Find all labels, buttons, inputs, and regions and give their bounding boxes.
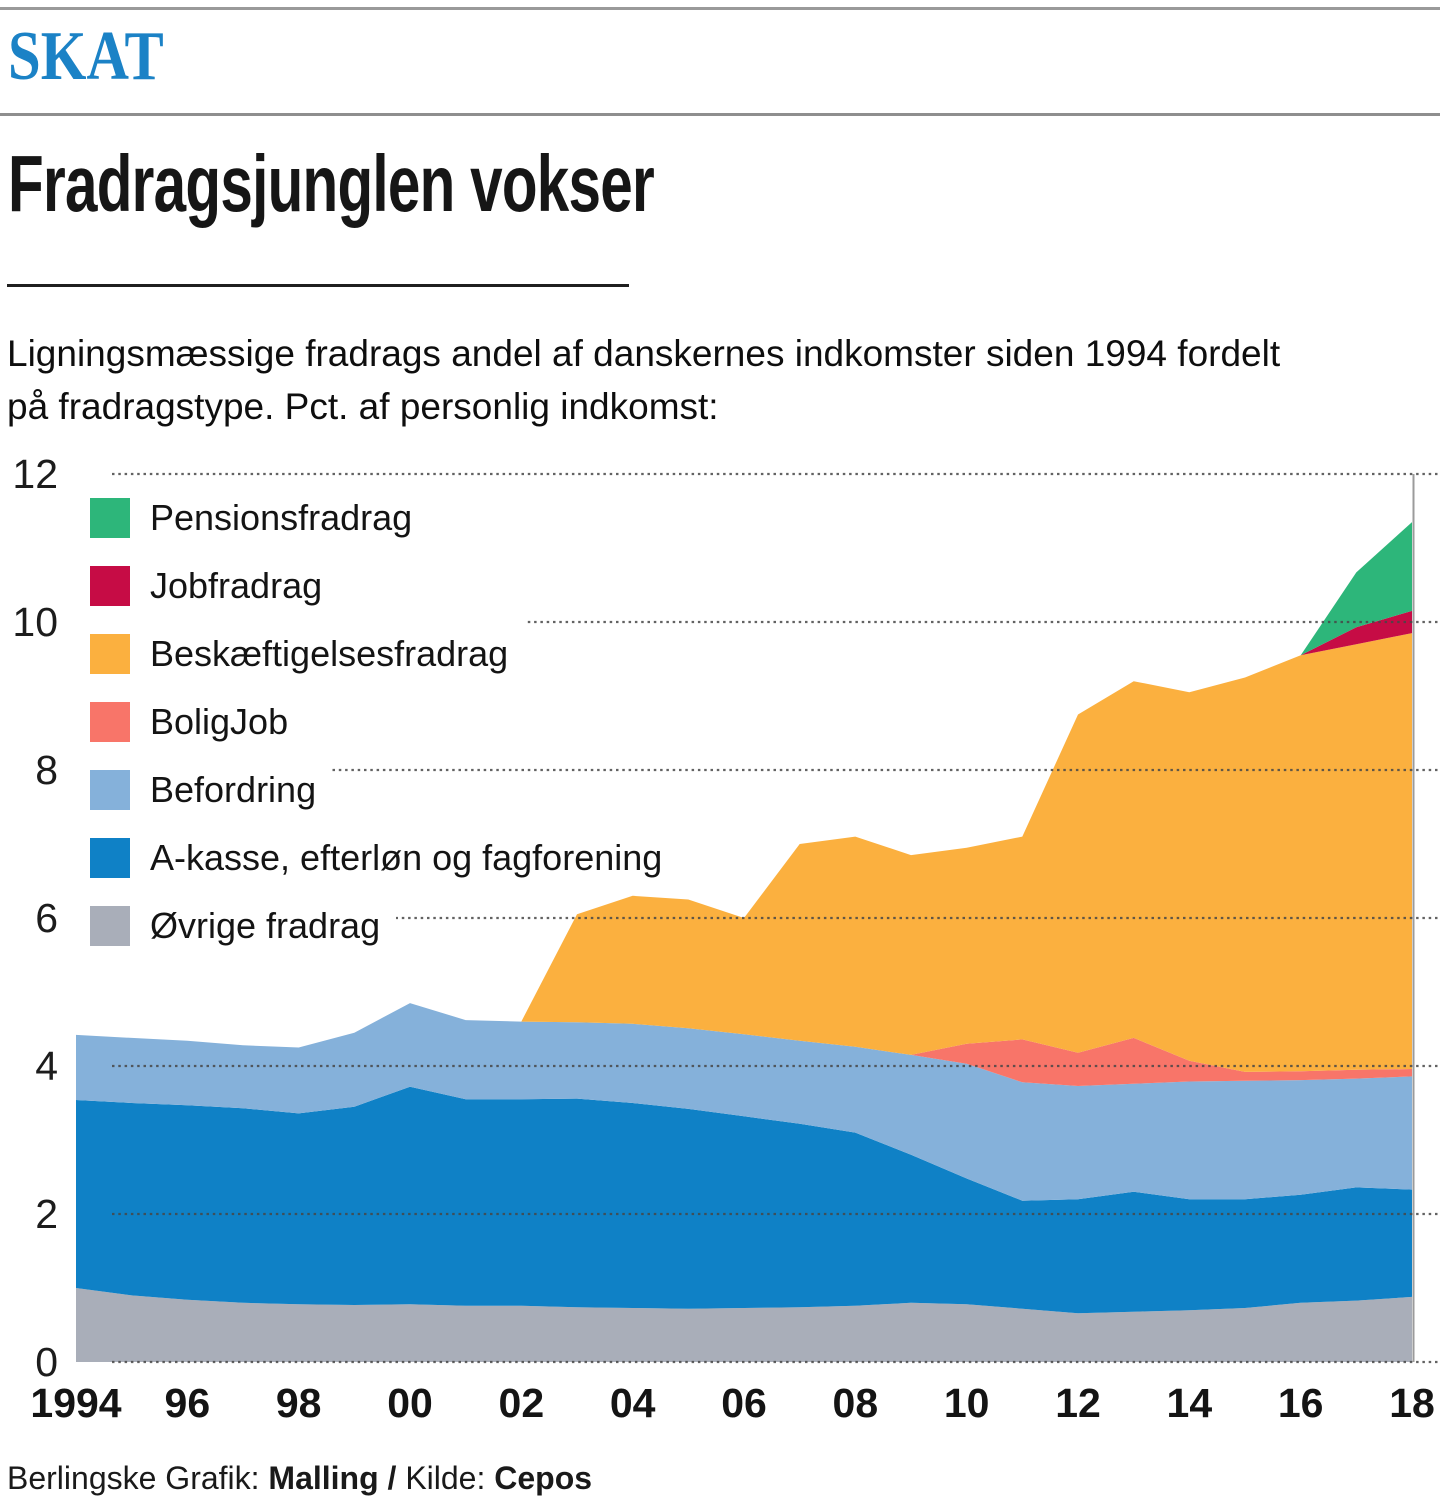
legend-item-vrige-fradrag: Øvrige fradrag	[90, 892, 397, 960]
legend-item-besk-ftigelsesfradrag: Beskæftigelsesfradrag	[90, 620, 525, 688]
x-axis-label-18: 18	[1389, 1380, 1435, 1426]
chart-subtitle: Ligningsmæssige fradrags andel af danske…	[7, 328, 1280, 433]
subtitle-line-2: på fradragstype. Pct. af personlig indko…	[7, 385, 719, 427]
x-axis-label-10: 10	[943, 1380, 990, 1426]
area-a-kasse-efterl-n-og-fagforening	[76, 1086, 1412, 1314]
source-prefix: Kilde:	[405, 1460, 495, 1496]
x-axis-label-12: 12	[1055, 1380, 1101, 1426]
x-axis-label-02: 02	[498, 1380, 545, 1426]
area-befordring	[76, 1003, 1412, 1201]
legend-label-jobfradrag: Jobfradrag	[150, 565, 323, 606]
credit-name: Malling /	[268, 1460, 406, 1496]
section-kicker: SKAT	[8, 18, 164, 95]
legend-swatch-pensionsfradrag	[90, 498, 130, 538]
x-axis-label-14: 14	[1166, 1380, 1213, 1426]
legend-item-jobfradrag: Jobfradrag	[90, 552, 339, 620]
legend-item-pensionsfradrag: Pensionsfradrag	[90, 484, 429, 552]
legend-label-pensionsfradrag: Pensionsfradrag	[150, 497, 413, 538]
legend-label-a-kasse-efterl-n-og-fagforening: A-kasse, efterløn og fagforening	[150, 837, 663, 878]
y-axis-label-2: 2	[35, 1191, 58, 1237]
legend-swatch-befordring	[90, 770, 130, 810]
top-rule	[0, 7, 1440, 10]
x-axis-label-08: 08	[832, 1380, 879, 1426]
area-vrige-fradrag	[76, 1288, 1412, 1362]
y-axis-label-6: 6	[35, 895, 58, 941]
credit-line: Berlingske Grafik: Malling / Kilde: Cepo…	[7, 1460, 592, 1497]
legend-swatch-besk-ftigelsesfradrag	[90, 634, 130, 674]
legend-item-befordring: Befordring	[90, 756, 333, 824]
y-axis-label-0: 0	[35, 1339, 58, 1385]
x-axis-label-1994: 1994	[30, 1380, 122, 1426]
subtitle-line-1: Ligningsmæssige fradrags andel af danske…	[7, 333, 1281, 374]
x-axis-label-96: 96	[164, 1380, 211, 1426]
legend-swatch-a-kasse-efterl-n-og-fagforening	[90, 838, 130, 878]
page-title: Fradragsjunglen vokser	[8, 139, 655, 228]
legend-label-vrige-fradrag: Øvrige fradrag	[150, 905, 381, 946]
legend-label-boligjob: BoligJob	[150, 701, 289, 742]
x-axis-label-06: 06	[721, 1380, 767, 1426]
source-name: Cepos	[494, 1460, 593, 1496]
kicker-rule	[0, 113, 1440, 116]
title-underline	[7, 284, 629, 287]
legend-label-befordring: Befordring	[150, 769, 317, 810]
x-axis-label-16: 16	[1277, 1380, 1324, 1426]
y-axis-label-4: 4	[35, 1043, 58, 1089]
legend-item-boligjob: BoligJob	[90, 688, 305, 756]
area-besk-ftigelsesfradrag	[76, 633, 1412, 1072]
legend-item-a-kasse-efterl-n-og-fagforening: A-kasse, efterløn og fagforening	[90, 824, 679, 892]
y-axis-label-12: 12	[12, 451, 58, 497]
legend-swatch-boligjob	[90, 702, 130, 742]
legend-swatch-jobfradrag	[90, 566, 130, 606]
y-axis-label-10: 10	[12, 599, 58, 645]
x-axis-label-04: 04	[609, 1380, 656, 1426]
x-axis-label-00: 00	[387, 1380, 433, 1426]
credit-prefix: Berlingske Grafik:	[7, 1460, 269, 1496]
x-axis-label-98: 98	[275, 1380, 322, 1426]
y-axis-label-8: 8	[35, 747, 58, 793]
legend-swatch-vrige-fradrag	[90, 906, 130, 946]
legend-label-besk-ftigelsesfradrag: Beskæftigelsesfradrag	[150, 633, 509, 674]
